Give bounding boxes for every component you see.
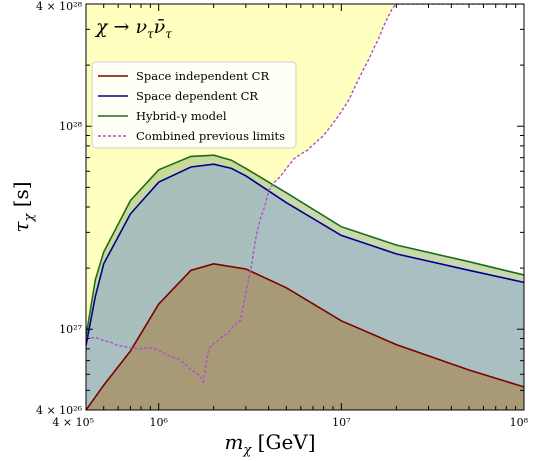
line-hybrid-model	[86, 154, 524, 337]
legend-label-combined-previous-limits: Combined previous limits	[136, 129, 285, 143]
legend-label-space-dependent-cr: Space dependent CR	[136, 89, 258, 103]
legend-items: Space independent CR Space dependent CR Hy…	[98, 69, 285, 143]
x-tick-label: 4 × 10⁵	[52, 416, 94, 429]
y-tick-label: 10²⁷	[59, 323, 82, 336]
legend-label-space-independent-cr: Space independent CR	[136, 69, 269, 83]
x-tick-label: 10⁶	[149, 416, 168, 429]
x-tick-label: 10⁸	[510, 416, 529, 429]
y-tick-label: 4 × 10²⁶	[36, 404, 83, 417]
y-tick-label: 10²⁸	[59, 120, 82, 133]
line-combined-previous-limits	[86, 4, 524, 385]
axis-ticks: 4 × 10⁵ 10⁶ 10⁷ 10⁸ 4 × 10²⁶ 10²⁷ 10²⁸ 4 × 10²⁸	[36, 0, 529, 429]
line-space-dependent-cr	[86, 163, 524, 346]
legend-label-hybrid-model: Hybrid-γ model	[136, 109, 227, 123]
legend-box	[91, 61, 297, 149]
legend: Space independent CR Space dependent CR Hy…	[91, 61, 297, 149]
channel-label: χ → ντν̄τ	[94, 16, 172, 41]
y-tick-label: 4 × 10²⁸	[36, 0, 83, 13]
fill-space-independent-cr	[86, 263, 524, 410]
x-axis-label: mχ [GeV]	[224, 430, 315, 458]
y-axis-label: τχ [s]	[9, 181, 37, 232]
series-lines	[86, 4, 524, 410]
x-tick-label: 10⁷	[332, 416, 351, 429]
line-space-independent-cr	[86, 262, 524, 410]
